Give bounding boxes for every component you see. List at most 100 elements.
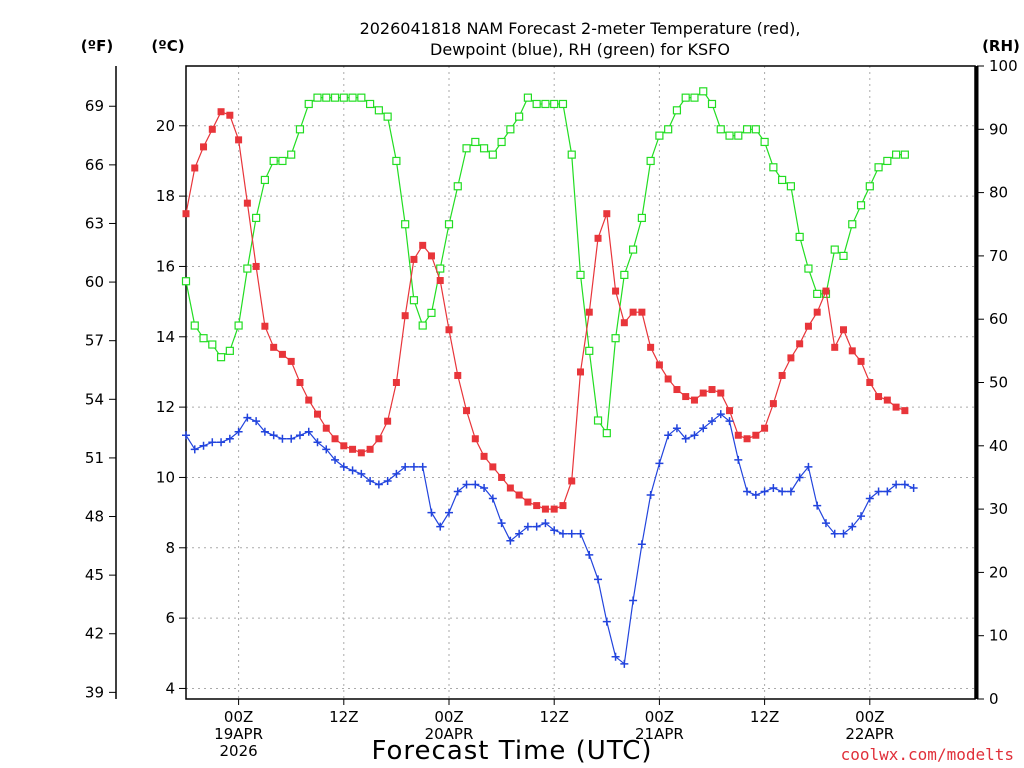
data-point: [716, 410, 725, 419]
data-point: [278, 156, 287, 166]
data-point: [375, 435, 383, 443]
data-point: [620, 270, 629, 279]
data-point: [743, 435, 751, 443]
data-point: [427, 252, 435, 260]
rh-tick-label: 60: [989, 310, 1008, 328]
data-point: [795, 232, 804, 242]
data-point: [743, 487, 752, 496]
data-point: [295, 431, 304, 440]
data-point: [629, 308, 637, 316]
data-point: [795, 473, 804, 482]
data-point: [558, 529, 567, 538]
data-point: [734, 431, 742, 439]
data-point: [576, 270, 585, 279]
data-point: [567, 529, 576, 538]
data-point: [901, 407, 909, 415]
fahrenheit-tick-label: 51: [85, 449, 104, 467]
data-point: [488, 494, 497, 503]
data-point: [208, 438, 217, 447]
data-point: [322, 93, 331, 102]
data-point: [813, 289, 822, 298]
data-point: [480, 484, 489, 492]
data-point: [436, 264, 445, 273]
data-point: [717, 389, 725, 397]
data-point: [593, 416, 603, 425]
celsius-tick-label: 18: [156, 187, 175, 205]
data-point: [331, 435, 339, 443]
data-point: [199, 334, 208, 343]
data-point: [200, 143, 208, 151]
data-point: [225, 346, 234, 355]
series-dewpoint: [182, 410, 918, 668]
data-point: [313, 438, 322, 447]
data-point: [287, 150, 296, 159]
chart-title-line-2: Dewpoint (blue), RH (green) for KSFO: [430, 40, 730, 59]
data-point: [778, 371, 786, 379]
data-point: [419, 241, 427, 249]
data-point: [269, 156, 278, 166]
data-point: [418, 462, 427, 471]
data-point: [541, 505, 549, 513]
data-point: [866, 379, 874, 386]
data-point: [900, 480, 909, 489]
data-point: [498, 473, 506, 481]
data-point: [287, 357, 295, 365]
data-point: [182, 431, 190, 440]
data-point: [217, 438, 226, 447]
data-point: [330, 93, 340, 102]
data-point: [655, 361, 663, 369]
data-point: [796, 340, 804, 348]
rh-tick-label: 20: [989, 563, 1008, 581]
data-point: [260, 427, 269, 436]
data-point: [427, 308, 436, 317]
x-tick-label: 12Z: [750, 708, 779, 726]
data-point: [637, 213, 646, 223]
data-point: [848, 522, 857, 531]
data-point: [883, 156, 892, 166]
data-point: [506, 536, 515, 545]
data-point: [340, 442, 348, 450]
data-point: [322, 445, 331, 454]
data-point: [304, 427, 313, 436]
data-point: [611, 334, 620, 343]
data-point: [401, 220, 410, 229]
x-tick-label: 00Z: [645, 708, 674, 726]
data-point: [568, 477, 576, 485]
data-point: [638, 308, 646, 316]
x-tick-label: 12Z: [329, 708, 358, 726]
celsius-tick-label: 20: [156, 117, 175, 135]
data-point: [603, 210, 611, 218]
data-point: [480, 452, 488, 460]
celsius-tick-label: 16: [156, 257, 175, 275]
rh-tick-label: 90: [989, 120, 1008, 138]
x-tick-label: 2026: [220, 742, 258, 760]
data-point: [550, 526, 559, 535]
celsius-unit-label: (ºC): [151, 37, 184, 55]
data-point: [883, 487, 892, 496]
data-point: [874, 487, 883, 496]
data-point: [892, 480, 901, 489]
data-point: [348, 93, 357, 102]
celsius-tick-label: 12: [156, 398, 175, 416]
data-point: [533, 502, 541, 510]
rh-tick-label: 0: [989, 690, 999, 708]
data-point: [234, 321, 243, 330]
data-point: [681, 434, 690, 443]
data-point: [524, 498, 532, 506]
data-point: [708, 386, 716, 394]
data-point: [471, 137, 480, 147]
data-point: [655, 459, 664, 468]
data-point: [488, 150, 497, 159]
series-line: [185, 90, 905, 435]
data-point: [515, 529, 524, 538]
fahrenheit-tick-label: 54: [85, 390, 104, 408]
series-line: [185, 110, 906, 510]
fahrenheit-tick-label: 69: [85, 97, 104, 115]
data-point: [506, 484, 514, 492]
data-point: [436, 522, 445, 531]
data-point: [181, 277, 191, 286]
data-point: [497, 519, 506, 528]
data-point: [260, 175, 269, 185]
x-tick-label: 00Z: [224, 708, 253, 726]
